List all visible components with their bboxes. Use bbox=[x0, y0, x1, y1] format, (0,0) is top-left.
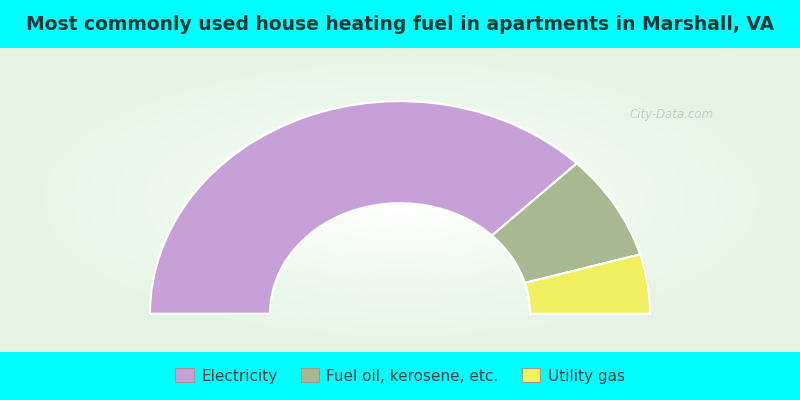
Wedge shape bbox=[492, 164, 640, 283]
Wedge shape bbox=[150, 101, 577, 314]
Text: Most commonly used house heating fuel in apartments in Marshall, VA: Most commonly used house heating fuel in… bbox=[26, 14, 774, 34]
Wedge shape bbox=[525, 254, 650, 314]
Legend: Electricity, Fuel oil, kerosene, etc., Utility gas: Electricity, Fuel oil, kerosene, etc., U… bbox=[170, 362, 630, 390]
Text: City-Data.com: City-Data.com bbox=[630, 108, 714, 121]
